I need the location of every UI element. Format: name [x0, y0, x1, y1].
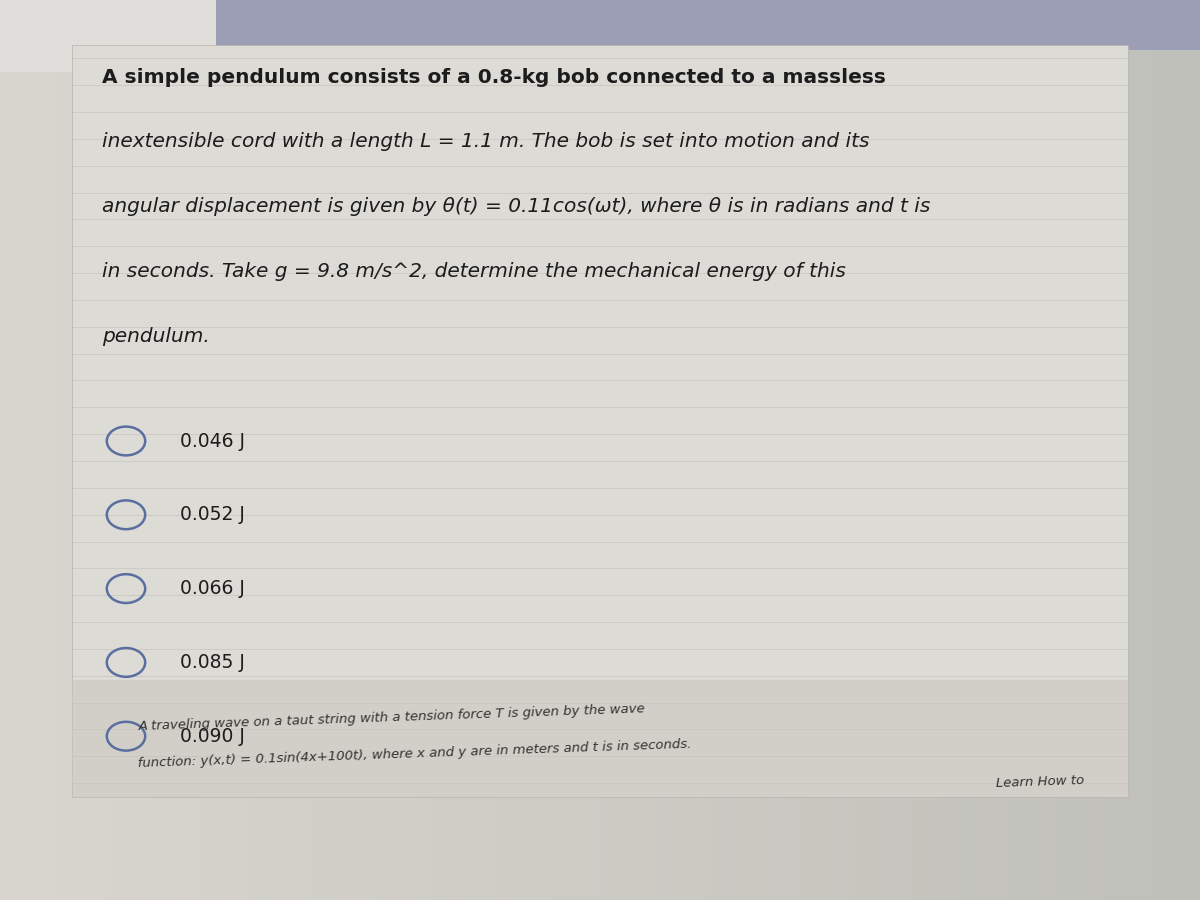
- Text: Learn How to: Learn How to: [996, 774, 1085, 790]
- Text: 0.085 J: 0.085 J: [180, 652, 245, 672]
- Text: inextensible cord with a length L = 1.1 m. The bob is set into motion and its: inextensible cord with a length L = 1.1 …: [102, 132, 870, 151]
- Text: 0.052 J: 0.052 J: [180, 505, 245, 525]
- FancyBboxPatch shape: [72, 45, 1128, 796]
- Text: 0.066 J: 0.066 J: [180, 579, 245, 599]
- Text: 0.090 J: 0.090 J: [180, 726, 245, 746]
- FancyBboxPatch shape: [72, 680, 1128, 796]
- Text: function: y(x,t) = 0.1sin(4x+100t), where x and y are in meters and t is in seco: function: y(x,t) = 0.1sin(4x+100t), wher…: [138, 738, 692, 770]
- Text: A traveling wave on a taut string with a tension force T is given by the wave: A traveling wave on a taut string with a…: [138, 702, 646, 733]
- FancyBboxPatch shape: [0, 0, 216, 72]
- Text: A simple pendulum consists of a 0.8-kg bob connected to a massless: A simple pendulum consists of a 0.8-kg b…: [102, 68, 886, 86]
- FancyBboxPatch shape: [0, 0, 1200, 50]
- Text: 0.046 J: 0.046 J: [180, 431, 245, 451]
- Text: angular displacement is given by θ(t) = 0.11cos(ωt), where θ is in radians and t: angular displacement is given by θ(t) = …: [102, 197, 930, 216]
- Text: pendulum.: pendulum.: [102, 327, 210, 346]
- Text: in seconds. Take g = 9.8 m/s^2, determine the mechanical energy of this: in seconds. Take g = 9.8 m/s^2, determin…: [102, 262, 846, 281]
